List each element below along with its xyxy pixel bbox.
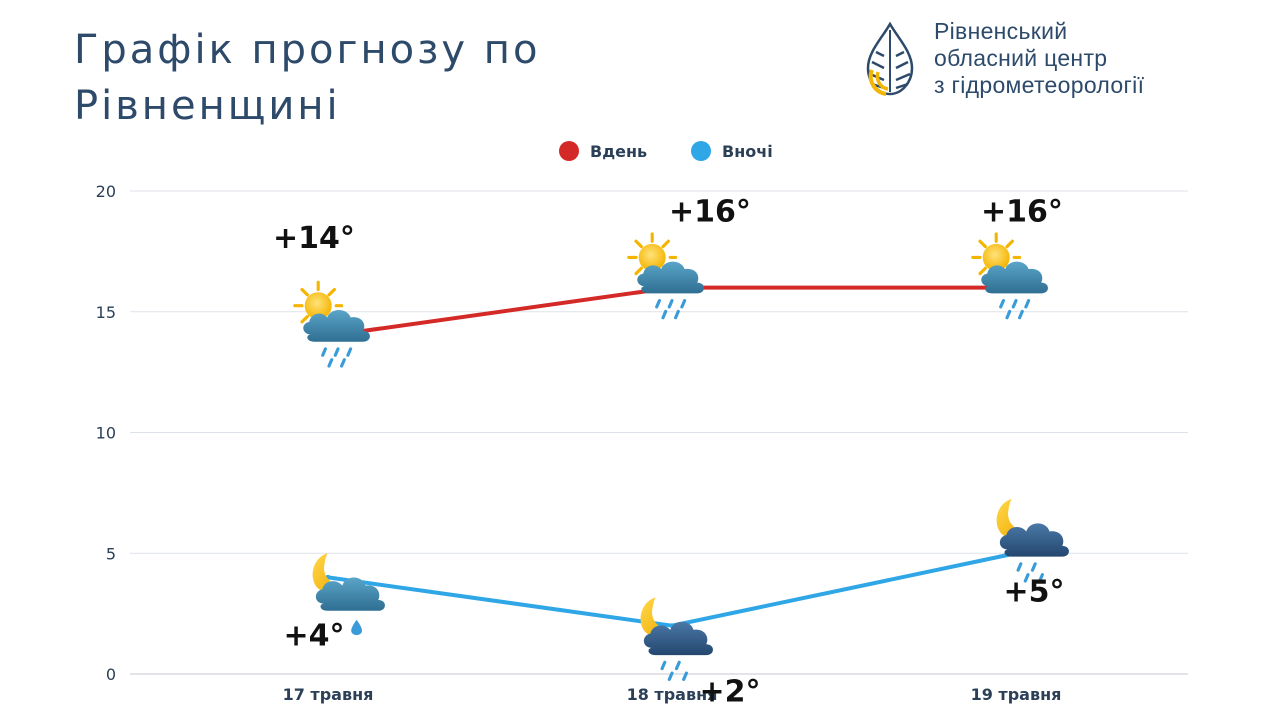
data-label: +16° (669, 195, 751, 230)
chart-weather-icons (293, 232, 1071, 681)
sun-cloud-rain-icon (971, 232, 1050, 320)
legend-label: Вночі (722, 142, 773, 161)
data-label: +5° (1003, 574, 1064, 609)
y-tick-label: 5 (106, 544, 116, 563)
page-title-line1: Графік прогнозу по (74, 27, 541, 73)
chart-axes: 0 5 10 15 20 17 травня 18 травня 19 травня (96, 182, 1062, 704)
page-title-line2: Рівненщині (74, 83, 341, 129)
sun-cloud-rain-icon (627, 232, 706, 320)
legend-label: Вдень (590, 142, 647, 161)
water-drop-logo-icon (866, 22, 914, 96)
data-label: +14° (273, 221, 355, 256)
organization-name-line2: обласний центр (934, 45, 1108, 71)
organization-brand: Рівненський обласний центр з гідрометеор… (862, 18, 1262, 102)
moon-cloud-rain-icon (995, 497, 1071, 583)
data-label: +2° (699, 675, 760, 710)
x-tick-label: 18 травня (627, 685, 718, 704)
y-tick-label: 0 (106, 665, 116, 684)
y-tick-label: 10 (96, 424, 116, 443)
moon-cloud-rain-icon (639, 595, 715, 681)
chart-legend: Вдень Вночі (559, 141, 773, 161)
organization-name-line3: з гідрометеорології (934, 72, 1145, 98)
chart-series-lines (325, 285, 1019, 629)
data-label: +4° (283, 618, 344, 653)
legend-marker-night (691, 141, 711, 161)
organization-name-line1: Рівненський (934, 18, 1068, 44)
page-title: Графік прогнозу по Рівненщині (74, 22, 694, 134)
chart-data-labels: +14° +16° +16° +4° +2° +5° (273, 195, 1064, 710)
series-line-night (327, 551, 1017, 628)
organization-name: Рівненський обласний центр з гідрометеор… (934, 18, 1144, 99)
legend-marker-day (559, 141, 579, 161)
data-label: +16° (981, 195, 1063, 230)
x-tick-label: 17 травня (283, 685, 374, 704)
y-tick-label: 15 (96, 303, 116, 322)
y-tick-label: 20 (96, 182, 116, 201)
x-tick-label: 19 травня (971, 685, 1062, 704)
sun-cloud-rain-icon (293, 280, 372, 368)
